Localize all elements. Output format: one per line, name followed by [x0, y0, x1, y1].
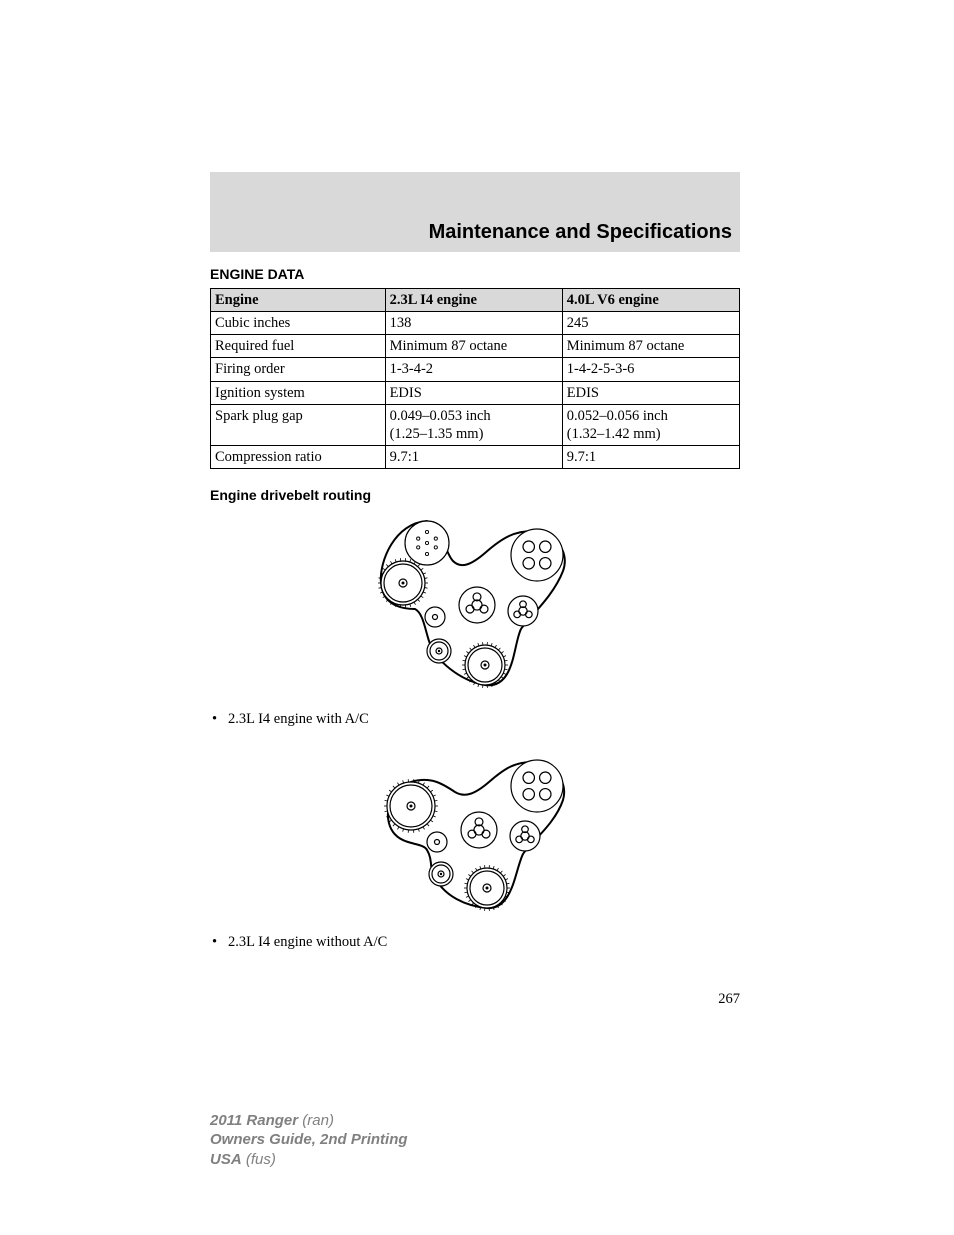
table-cell: 0.049–0.053 inch(1.25–1.35 mm): [385, 404, 562, 445]
table-row: Spark plug gap0.049–0.053 inch(1.25–1.35…: [211, 404, 740, 445]
table-cell: 0.052–0.056 inch(1.32–1.42 mm): [562, 404, 739, 445]
belt-routing-svg-without-ac: [365, 746, 585, 911]
header-title: Maintenance and Specifications: [429, 221, 732, 244]
footer-l1-rest: (ran): [298, 1112, 334, 1129]
table-cell: 9.7:1: [385, 445, 562, 468]
table-row: Ignition systemEDISEDIS: [211, 381, 740, 404]
page-number: 267: [210, 991, 740, 1008]
table-cell: Firing order: [211, 358, 386, 381]
th-40l: 4.0L V6 engine: [562, 289, 739, 312]
engine-data-table: Engine 2.3L I4 engine 4.0L V6 engine Cub…: [210, 288, 740, 469]
table-cell: EDIS: [385, 381, 562, 404]
table-cell: 9.7:1: [562, 445, 739, 468]
footer-line-1: 2011 Ranger (ran): [210, 1111, 408, 1131]
table-cell: Minimum 87 octane: [562, 335, 739, 358]
footer-region: USA: [210, 1151, 242, 1168]
table-row: Compression ratio9.7:19.7:1: [211, 445, 740, 468]
table-cell: Minimum 87 octane: [385, 335, 562, 358]
bullet-without-ac: 2.3L I4 engine without A/C: [210, 934, 740, 951]
footer-line-2: Owners Guide, 2nd Printing: [210, 1130, 408, 1150]
page-content: Maintenance and Specifications ENGINE DA…: [210, 172, 740, 1008]
header-band: Maintenance and Specifications: [210, 172, 740, 252]
belt-routing-svg-with-ac: [365, 513, 585, 688]
table-row: Firing order1-3-4-21-4-2-5-3-6: [211, 358, 740, 381]
table-cell: EDIS: [562, 381, 739, 404]
footer-model: 2011 Ranger: [210, 1112, 298, 1129]
table-header-row: Engine 2.3L I4 engine 4.0L V6 engine: [211, 289, 740, 312]
th-23l: 2.3L I4 engine: [385, 289, 562, 312]
th-engine: Engine: [211, 289, 386, 312]
footer-line-3: USA (fus): [210, 1150, 408, 1170]
table-cell: Required fuel: [211, 335, 386, 358]
bullet-with-ac: 2.3L I4 engine with A/C: [210, 711, 740, 728]
table-cell: Ignition system: [211, 381, 386, 404]
table-cell: 245: [562, 312, 739, 335]
table-cell: Spark plug gap: [211, 404, 386, 445]
diagram-without-ac: [210, 746, 740, 916]
diagram-with-ac: [210, 513, 740, 693]
table-row: Cubic inches138245: [211, 312, 740, 335]
table-cell: Cubic inches: [211, 312, 386, 335]
section-heading-engine-data: ENGINE DATA: [210, 266, 740, 282]
table-row: Required fuelMinimum 87 octaneMinimum 87…: [211, 335, 740, 358]
table-cell: 1-3-4-2: [385, 358, 562, 381]
table-cell: Compression ratio: [211, 445, 386, 468]
table-cell: 138: [385, 312, 562, 335]
footer-l3-rest: (fus): [242, 1151, 276, 1168]
table-cell: 1-4-2-5-3-6: [562, 358, 739, 381]
subheading-drivebelt: Engine drivebelt routing: [210, 487, 740, 503]
footer-block: 2011 Ranger (ran) Owners Guide, 2nd Prin…: [210, 1111, 408, 1170]
